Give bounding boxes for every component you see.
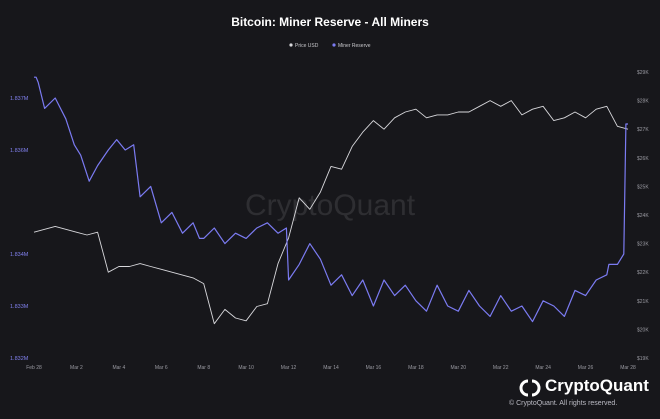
right-tick-label: $22K xyxy=(637,270,649,276)
x-tick-label: Mar 18 xyxy=(408,365,424,371)
right-tick-label: $29K xyxy=(637,70,649,76)
left-tick-label: 1.834M xyxy=(10,252,29,258)
right-tick-label: $25K xyxy=(637,184,649,190)
x-tick-label: Mar 10 xyxy=(238,365,254,371)
chart-legend[interactable]: Price USD Miner Reserve xyxy=(289,43,371,49)
right-tick-label: $21K xyxy=(637,299,649,305)
right-axis: $19K $20K $21K $22K $23K $24K $25K $26K $27K $28K… xyxy=(637,70,649,362)
x-tick-label: Mar 28 xyxy=(620,365,636,371)
right-tick-label: $19K xyxy=(637,356,649,362)
left-tick-label: 1.832M xyxy=(10,356,29,362)
x-tick-label: Mar 8 xyxy=(197,365,210,371)
right-tick-label: $20K xyxy=(637,327,649,333)
chart-title: Bitcoin: Miner Reserve - All Miners xyxy=(231,15,429,29)
right-tick-label: $27K xyxy=(637,127,649,133)
left-tick-label: 1.833M xyxy=(10,304,29,310)
x-tick-label: Feb 28 xyxy=(26,365,42,371)
x-tick-label: Mar 6 xyxy=(155,365,168,371)
left-axis: 1.832M 1.833M 1.834M 1.836M 1.837M xyxy=(10,96,29,362)
legend-swatch-reserve xyxy=(332,43,336,47)
x-tick-label: Mar 26 xyxy=(578,365,594,371)
left-tick-label: 1.837M xyxy=(10,96,29,102)
x-tick-label: Mar 16 xyxy=(366,365,382,371)
right-tick-label: $23K xyxy=(637,242,649,248)
x-tick-label: Mar 12 xyxy=(281,365,297,371)
miner-reserve-line xyxy=(34,76,628,323)
chart-watermark: CryptoQuant xyxy=(245,189,416,222)
x-tick-label: Mar 2 xyxy=(70,365,83,371)
right-tick-label: $28K xyxy=(637,99,649,105)
x-tick-label: Mar 22 xyxy=(493,365,509,371)
right-tick-label: $26K xyxy=(637,156,649,162)
x-tick-label: Mar 4 xyxy=(112,365,125,371)
x-tick-label: Mar 14 xyxy=(323,365,339,371)
legend-swatch-price xyxy=(289,43,293,47)
legend-label-reserve[interactable]: Miner Reserve xyxy=(338,43,371,49)
right-tick-label: $24K xyxy=(637,213,649,219)
brand-copyright: © CryptoQuant. All rights reserved. xyxy=(509,400,618,407)
brand-block: CryptoQuant © CryptoQuant. All rights re… xyxy=(509,376,649,412)
x-tick-label: Mar 24 xyxy=(535,365,551,371)
brand-name: CryptoQuant xyxy=(545,376,649,395)
x-axis: Feb 28 Mar 2 Mar 4 Mar 6 Mar 8 Mar 10 Mar 12 Ma… xyxy=(26,365,636,371)
cryptoquant-logo-icon xyxy=(519,379,541,397)
left-tick-label: 1.836M xyxy=(10,148,29,154)
legend-label-price[interactable]: Price USD xyxy=(295,43,319,49)
price-usd-line xyxy=(33,100,629,325)
x-tick-label: Mar 20 xyxy=(451,365,467,371)
plot-area xyxy=(33,76,629,325)
